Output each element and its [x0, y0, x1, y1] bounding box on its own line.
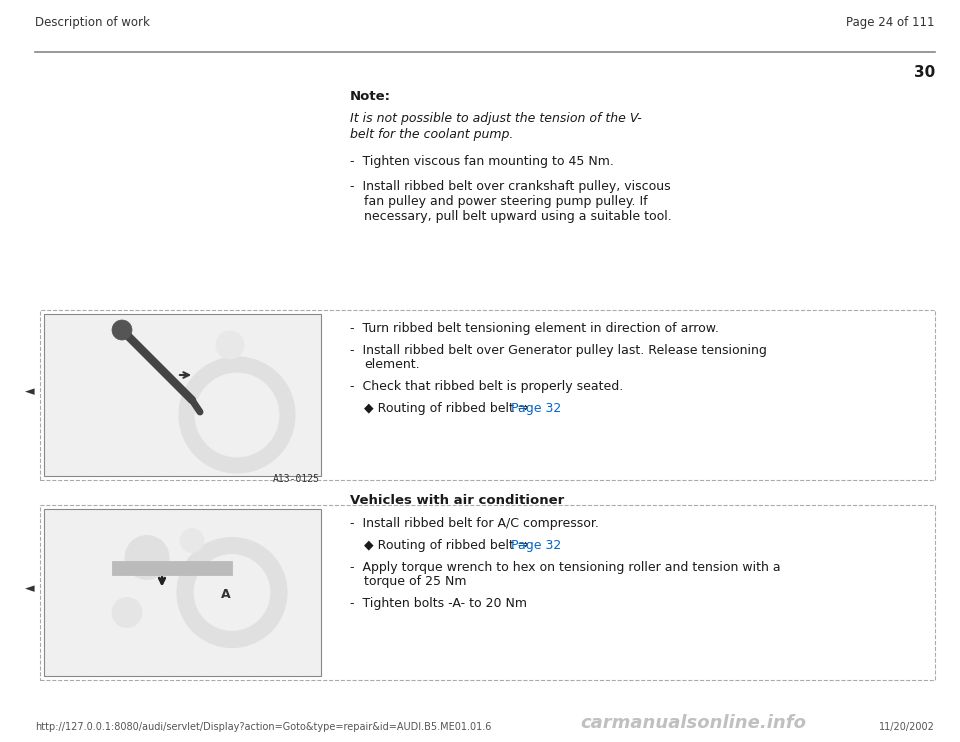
Text: Note:: Note: [350, 90, 391, 103]
Bar [40, 310, 935, 480]
Circle shape [125, 536, 169, 580]
Bar [112, 560, 232, 574]
Text: A: A [221, 588, 230, 600]
Text: -  Tighten bolts -A- to 20 Nm: - Tighten bolts -A- to 20 Nm [350, 597, 527, 610]
Bar [40, 505, 935, 680]
Circle shape [179, 357, 295, 473]
Text: 30: 30 [914, 65, 935, 80]
Text: necessary, pull belt upward using a suitable tool.: necessary, pull belt upward using a suit… [364, 210, 672, 223]
Text: -  Install ribbed belt over Generator pulley last. Release tensioning: - Install ribbed belt over Generator pul… [350, 344, 767, 357]
Bar [44, 509, 321, 676]
Text: ◄: ◄ [25, 385, 35, 398]
Circle shape [180, 528, 204, 553]
Text: belt for the coolant pump.: belt for the coolant pump. [350, 128, 514, 141]
Circle shape [195, 373, 279, 457]
Text: -  Install ribbed belt over crankshaft pulley, viscous: - Install ribbed belt over crankshaft pu… [350, 180, 671, 193]
Text: -  Install ribbed belt for A/C compressor.: - Install ribbed belt for A/C compressor… [350, 517, 599, 530]
Text: Page 32: Page 32 [511, 402, 562, 415]
Text: ◆ Routing of ribbed belt ⇒: ◆ Routing of ribbed belt ⇒ [364, 402, 533, 415]
Circle shape [216, 331, 244, 359]
Text: -  Turn ribbed belt tensioning element in direction of arrow.: - Turn ribbed belt tensioning element in… [350, 322, 719, 335]
Text: -  Check that ribbed belt is properly seated.: - Check that ribbed belt is properly sea… [350, 380, 623, 393]
Text: -  Tighten viscous fan mounting to 45 Nm.: - Tighten viscous fan mounting to 45 Nm. [350, 155, 613, 168]
Text: A13-0125: A13-0125 [273, 474, 320, 484]
Text: torque of 25 Nm: torque of 25 Nm [364, 575, 467, 588]
Bar [44, 314, 321, 476]
Circle shape [112, 320, 132, 340]
Text: Page 24 of 111: Page 24 of 111 [847, 16, 935, 29]
Circle shape [177, 537, 287, 648]
Text: fan pulley and power steering pump pulley. If: fan pulley and power steering pump pulle… [364, 195, 648, 208]
Text: Vehicles with air conditioner: Vehicles with air conditioner [350, 494, 564, 507]
Circle shape [194, 554, 270, 631]
Text: 11/20/2002: 11/20/2002 [879, 722, 935, 732]
Text: It is not possible to adjust the tension of the V-: It is not possible to adjust the tension… [350, 112, 641, 125]
Text: Page 32: Page 32 [511, 539, 562, 552]
Text: http://127.0.0.1:8080/audi/servlet/Display?action=Goto&type=repair&id=AUDI.B5.ME: http://127.0.0.1:8080/audi/servlet/Displ… [35, 722, 492, 732]
Text: ◆ Routing of ribbed belt ⇒: ◆ Routing of ribbed belt ⇒ [364, 539, 533, 552]
Text: -  Apply torque wrench to hex on tensioning roller and tension with a: - Apply torque wrench to hex on tensioni… [350, 561, 780, 574]
Text: Description of work: Description of work [35, 16, 150, 29]
Text: carmanualsonline.info: carmanualsonline.info [580, 714, 806, 732]
Circle shape [112, 597, 142, 628]
Text: element.: element. [364, 358, 420, 371]
Text: ◄: ◄ [25, 582, 35, 596]
